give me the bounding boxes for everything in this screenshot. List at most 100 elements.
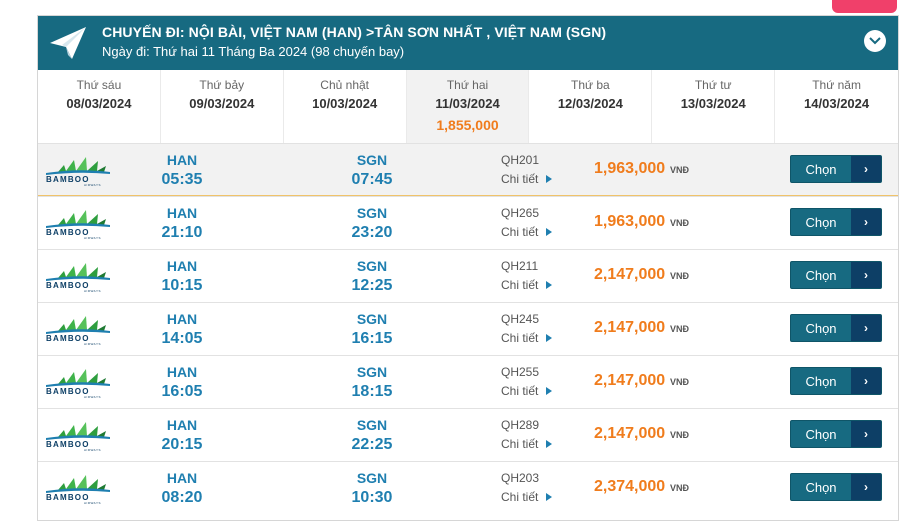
detail-label: Chi tiết <box>501 331 539 345</box>
collapse-button[interactable] <box>864 30 886 52</box>
fare-price: 1,963,000 <box>594 213 666 230</box>
currency-label: VNĐ <box>670 271 690 281</box>
detail-label: Chi tiết <box>501 490 539 504</box>
svg-text:BAMBOO: BAMBOO <box>46 440 90 449</box>
chevron-right-icon: › <box>851 209 881 235</box>
detail-label: Chi tiết <box>501 384 539 398</box>
flight-number: QH203 <box>501 471 540 485</box>
select-flight-button[interactable]: Chọn › <box>790 473 882 501</box>
flight-detail-link[interactable]: Chi tiết <box>501 225 553 239</box>
arrival-airport: SGN <box>356 364 388 380</box>
date-selector: Thứ sáu 08/03/2024 Thứ bảy 09/03/2024 Chủ nh… <box>38 70 898 143</box>
date-tab[interactable]: Thứ năm 14/03/2024 <box>775 70 898 143</box>
currency-label: VNĐ <box>670 377 690 387</box>
departure-airport: HAN <box>166 417 198 433</box>
svg-text:BAMBOO: BAMBOO <box>46 228 90 237</box>
chevron-right-icon: › <box>851 368 881 394</box>
top-tab-decoration <box>832 0 897 13</box>
select-label: Chọn <box>805 161 837 177</box>
select-flight-button[interactable]: Chọn › <box>790 367 882 395</box>
date-tab-date: 10/03/2024 <box>312 96 378 111</box>
flight-list: BAMBOO AIRWAYS HAN 05:35 SGN 07:45 QH201 Chi ti… <box>38 143 898 514</box>
flight-number: QH201 <box>501 153 540 167</box>
select-label: Chọn <box>805 373 837 389</box>
svg-text:AIRWAYS: AIRWAYS <box>84 183 101 186</box>
arrival-time: 18:15 <box>351 383 393 400</box>
select-label: Chọn <box>805 267 837 283</box>
flight-detail-link[interactable]: Chi tiết <box>501 172 553 186</box>
date-tab-day: Chủ nhật <box>320 78 369 92</box>
flight-detail-link[interactable]: Chi tiết <box>501 278 553 292</box>
date-tab-date: 08/03/2024 <box>66 96 132 111</box>
date-tab-date: 12/03/2024 <box>557 96 623 111</box>
flight-number: QH211 <box>501 259 539 273</box>
flight-detail-link[interactable]: Chi tiết <box>501 437 553 451</box>
select-label: Chọn <box>805 214 837 230</box>
select-flight-button[interactable]: Chọn › <box>790 261 882 289</box>
flight-number: QH255 <box>501 365 540 379</box>
chevron-down-icon <box>869 37 881 45</box>
caret-right-icon <box>546 228 553 236</box>
currency-label: VNĐ <box>670 218 690 228</box>
flight-detail-link[interactable]: Chi tiết <box>501 384 553 398</box>
fare-price: 2,147,000 <box>594 425 666 442</box>
departure-time: 16:05 <box>161 383 203 400</box>
departure-airport: HAN <box>166 152 198 168</box>
chevron-right-icon: › <box>851 474 881 500</box>
departure-airport: HAN <box>166 311 198 327</box>
select-label: Chọn <box>805 426 837 442</box>
departure-airport: HAN <box>166 470 198 486</box>
date-tab-day: Thứ bảy <box>199 78 245 92</box>
date-tab[interactable]: Thứ tư 13/03/2024 <box>652 70 776 143</box>
departure-date-summary: Ngày đi: Thứ hai 11 Tháng Ba 2024 (98 ch… <box>102 44 405 59</box>
select-label: Chọn <box>805 479 837 495</box>
flight-row: BAMBOO AIRWAYS HAN 20:15 SGN 22:25 QH289 Chi ti… <box>38 408 898 461</box>
date-tab-lowest-price: 1,855,000 <box>436 117 499 133</box>
date-tab-day: Thứ ba <box>571 78 610 92</box>
caret-right-icon <box>546 493 553 501</box>
flight-row: BAMBOO AIRWAYS HAN 14:05 SGN 16:15 QH245 Chi ti… <box>38 302 898 355</box>
date-tab[interactable]: Thứ bảy 09/03/2024 <box>161 70 284 143</box>
arrival-airport: SGN <box>356 152 388 168</box>
departure-time: 10:15 <box>161 277 203 294</box>
svg-text:AIRWAYS: AIRWAYS <box>84 342 101 345</box>
flight-detail-link[interactable]: Chi tiết <box>501 490 553 504</box>
date-tab[interactable]: Chủ nhật 10/03/2024 <box>284 70 407 143</box>
flight-row: BAMBOO AIRWAYS HAN 05:35 SGN 07:45 QH201 Chi ti… <box>38 143 898 196</box>
departure-time: 14:05 <box>161 330 203 347</box>
svg-text:AIRWAYS: AIRWAYS <box>84 289 101 292</box>
flight-number: QH245 <box>501 312 540 326</box>
fare-price: 2,147,000 <box>594 266 666 283</box>
detail-label: Chi tiết <box>501 225 539 239</box>
date-tab[interactable]: Thứ ba 12/03/2024 <box>529 70 653 143</box>
caret-right-icon <box>546 440 553 448</box>
select-flight-button[interactable]: Chọn › <box>790 155 882 183</box>
flight-detail-link[interactable]: Chi tiết <box>501 331 553 345</box>
arrival-airport: SGN <box>356 417 388 433</box>
flight-results-panel: CHUYẾN ĐI: NỘI BÀI, VIỆT NAM (HAN) >TÂN … <box>37 15 899 521</box>
svg-text:BAMBOO: BAMBOO <box>46 334 90 343</box>
date-tab-date: 11/03/2024 <box>435 96 500 111</box>
route-title: CHUYẾN ĐI: NỘI BÀI, VIỆT NAM (HAN) >TÂN … <box>102 24 607 40</box>
select-flight-button[interactable]: Chọn › <box>790 314 882 342</box>
flight-row: BAMBOO AIRWAYS HAN 21:10 SGN 23:20 QH265 Chi ti… <box>38 196 898 249</box>
flight-number: QH289 <box>501 418 540 432</box>
arrival-time: 23:20 <box>351 224 393 241</box>
select-flight-button[interactable]: Chọn › <box>790 420 882 448</box>
svg-text:BAMBOO: BAMBOO <box>46 493 90 502</box>
svg-text:BAMBOO: BAMBOO <box>46 387 90 396</box>
select-flight-button[interactable]: Chọn › <box>790 208 882 236</box>
arrival-time: 22:25 <box>351 436 393 453</box>
svg-text:AIRWAYS: AIRWAYS <box>84 236 101 239</box>
chevron-right-icon: › <box>851 262 881 288</box>
flight-row: BAMBOO AIRWAYS HAN 16:05 SGN 18:15 QH255 Chi ti… <box>38 355 898 408</box>
departure-time: 21:10 <box>161 224 203 241</box>
departure-airport: HAN <box>166 258 198 274</box>
date-tab-date: 14/03/2024 <box>804 96 870 111</box>
date-tab[interactable]: Thứ hai 11/03/2024 1,855,000 <box>406 70 530 143</box>
date-tab[interactable]: Thứ sáu 08/03/2024 <box>38 70 161 143</box>
